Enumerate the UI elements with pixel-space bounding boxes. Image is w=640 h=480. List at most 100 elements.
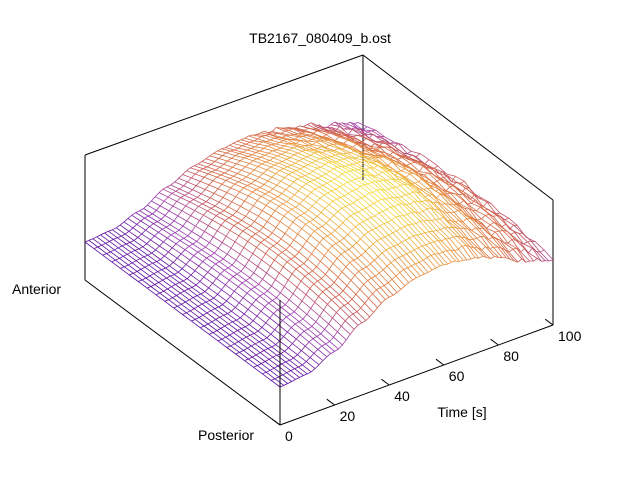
surface-line-posterior (208, 184, 219, 190)
surface-line-time (286, 157, 291, 160)
surface-line-posterior (303, 140, 313, 146)
surface-line-posterior (472, 239, 483, 251)
surface-line-time (102, 253, 107, 256)
surface-line-time (84, 240, 90, 243)
surface-line-posterior (385, 198, 395, 208)
surface-line-posterior (477, 247, 487, 258)
surface-line-time (417, 233, 422, 236)
surface-line-time (270, 137, 275, 141)
surface-line-time (433, 165, 439, 169)
surface-line-posterior (304, 145, 314, 150)
surface-line-posterior (181, 210, 191, 216)
surface-line-time (257, 196, 262, 201)
surface-line-posterior (234, 241, 245, 248)
surface-line-posterior (312, 144, 322, 147)
surface-line-posterior (265, 135, 275, 139)
surface-line-posterior (380, 238, 391, 249)
surface-line-time (353, 134, 358, 138)
surface-line-time (303, 164, 309, 167)
surface-line-time (152, 261, 157, 264)
surface-line-time (297, 176, 302, 180)
surface-line-time (212, 330, 218, 333)
surface-line-time (313, 177, 319, 181)
surface-line-time (139, 208, 144, 212)
surface-line-posterior (321, 130, 331, 134)
surface-line-posterior (376, 136, 386, 141)
surface-line-posterior (426, 257, 437, 269)
surface-line-posterior (305, 183, 316, 190)
surface-line-time (278, 203, 284, 207)
surface-line-posterior (325, 222, 336, 231)
surface-line-posterior (252, 160, 263, 165)
surface-line-time (160, 255, 165, 260)
surface-line-posterior (190, 215, 200, 221)
surface-line-posterior (258, 341, 269, 349)
surface-line-time (405, 173, 411, 178)
surface-line-posterior (203, 276, 213, 284)
surface-line-posterior (379, 180, 389, 190)
surface-line-posterior (188, 192, 198, 198)
surface-line-posterior (341, 207, 351, 217)
surface-line-time (170, 181, 175, 186)
surface-line-posterior (168, 251, 178, 259)
surface-line-posterior (197, 305, 208, 314)
surface-line-posterior (479, 228, 489, 240)
surface-line-time (344, 193, 349, 197)
surface-line-posterior (182, 280, 193, 288)
surface-line-posterior (438, 209, 448, 221)
surface-line-posterior (464, 237, 475, 248)
surface-line-posterior (323, 237, 333, 247)
surface-line-posterior (159, 245, 169, 253)
surface-line-time (204, 287, 209, 292)
surface-line-time (387, 278, 393, 284)
surface-line-time (375, 225, 381, 229)
surface-line-posterior (243, 187, 253, 193)
surface-line-posterior (449, 238, 459, 250)
surface-line-posterior (362, 268, 372, 279)
surface-line-posterior (288, 227, 298, 235)
surface-line-time (267, 176, 273, 182)
surface-line-posterior (273, 157, 283, 162)
surface-line-posterior (356, 311, 367, 321)
surface-line-time (167, 193, 173, 198)
surface-line-time (226, 345, 231, 348)
surface-line-time (355, 128, 361, 132)
surface-line-posterior (129, 274, 139, 282)
surface-line-posterior (322, 185, 333, 192)
surface-line-posterior (326, 235, 337, 244)
surface-line-posterior (232, 215, 242, 221)
surface-line-time (235, 352, 240, 355)
surface-line-time (548, 259, 554, 262)
surface-line-time (435, 188, 440, 192)
surface-line-posterior (284, 177, 294, 183)
surface-line-posterior (203, 176, 214, 182)
surface-line-posterior (460, 206, 470, 217)
surface-line-posterior (346, 171, 356, 180)
surface-line-posterior (309, 149, 319, 153)
surface-line-posterior (171, 247, 182, 255)
surface-line-posterior (310, 191, 321, 199)
surface-line-posterior (395, 149, 405, 156)
surface-line-posterior (437, 202, 447, 213)
surface-line-time (330, 230, 336, 235)
surface-line-time (97, 244, 102, 248)
surface-line-time (185, 201, 190, 207)
surface-line-posterior (321, 226, 332, 235)
surface-line-time (403, 267, 408, 270)
surface-line-time (294, 160, 300, 164)
surface-line-posterior (348, 249, 358, 259)
surface-line-posterior (235, 307, 245, 315)
surface-line-time (206, 164, 212, 168)
surface-line-posterior (335, 188, 345, 197)
surface-line-posterior (422, 210, 432, 221)
surface-line-time (424, 194, 429, 198)
surface-line-posterior (339, 126, 349, 135)
surface-line-posterior (154, 284, 164, 292)
surface-line-time (237, 282, 243, 287)
surface-line-time (243, 185, 248, 189)
surface-line-time (331, 154, 336, 157)
surface-line-time (270, 329, 276, 335)
surface-line-posterior (256, 189, 266, 195)
surface-line-time (234, 147, 239, 151)
surface-line-time (195, 220, 200, 227)
